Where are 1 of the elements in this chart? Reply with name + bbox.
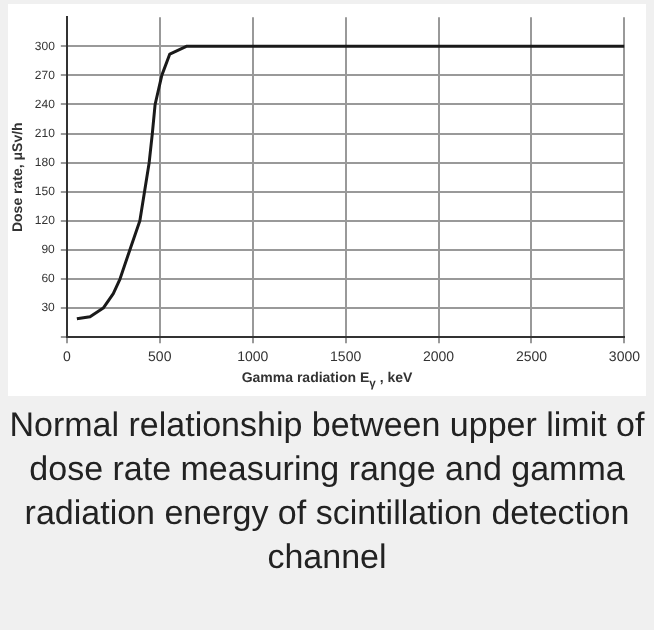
text: Normal relationship between upper limit of dose rate measuring range and gamma radiation energy of scintillation detection channel bbox=[7, 404, 647, 580]
